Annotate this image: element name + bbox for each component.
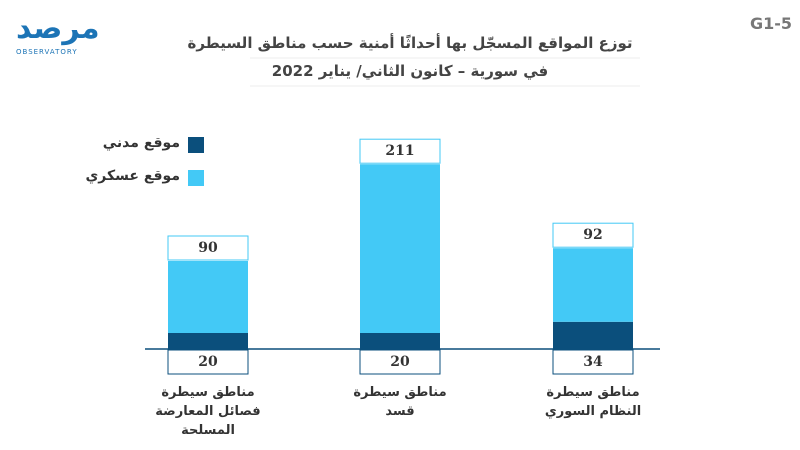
logo: مرصد (16, 11, 100, 46)
value-label: 211 (385, 143, 415, 160)
x-tick-label: مناطق سيطرة النظام السوري (544, 385, 642, 419)
bar-segment (553, 248, 633, 322)
value-box (359, 349, 441, 375)
value-label: 20 (198, 354, 218, 370)
bar-segment (360, 164, 440, 333)
value-box (359, 138, 441, 164)
legend-label: موقع عسكري (85, 168, 180, 184)
legend-swatch (188, 170, 204, 186)
legend-swatch (188, 137, 204, 153)
value-label: 20 (390, 354, 410, 370)
value-label: 34 (583, 354, 603, 370)
bar-segment (168, 261, 248, 333)
chart-title: توزع المواقع المسجّل بها أحداثًا أمنية ح… (187, 34, 633, 52)
x-tick-label: مناطق سيطرة قسد (353, 385, 447, 419)
legend-label: موقع مدني (102, 135, 180, 151)
logo-subtitle: OBSERVATORY (16, 48, 78, 56)
chart-subtitle: في سورية – كانون الثاني/ يناير 2022 (271, 62, 549, 80)
bar-segment (553, 321, 633, 349)
bar-segment (168, 333, 248, 349)
value-box (167, 235, 249, 261)
code: G1-5 (749, 14, 792, 33)
bar-segment (360, 333, 440, 349)
value-label: 92 (583, 227, 603, 244)
value-label: 90 (198, 240, 218, 256)
value-box (552, 222, 634, 248)
x-tick-label: مناطق سيطرة فصائل المعارضة المسلحة (155, 385, 261, 438)
value-box (552, 349, 634, 375)
value-box (167, 349, 249, 375)
